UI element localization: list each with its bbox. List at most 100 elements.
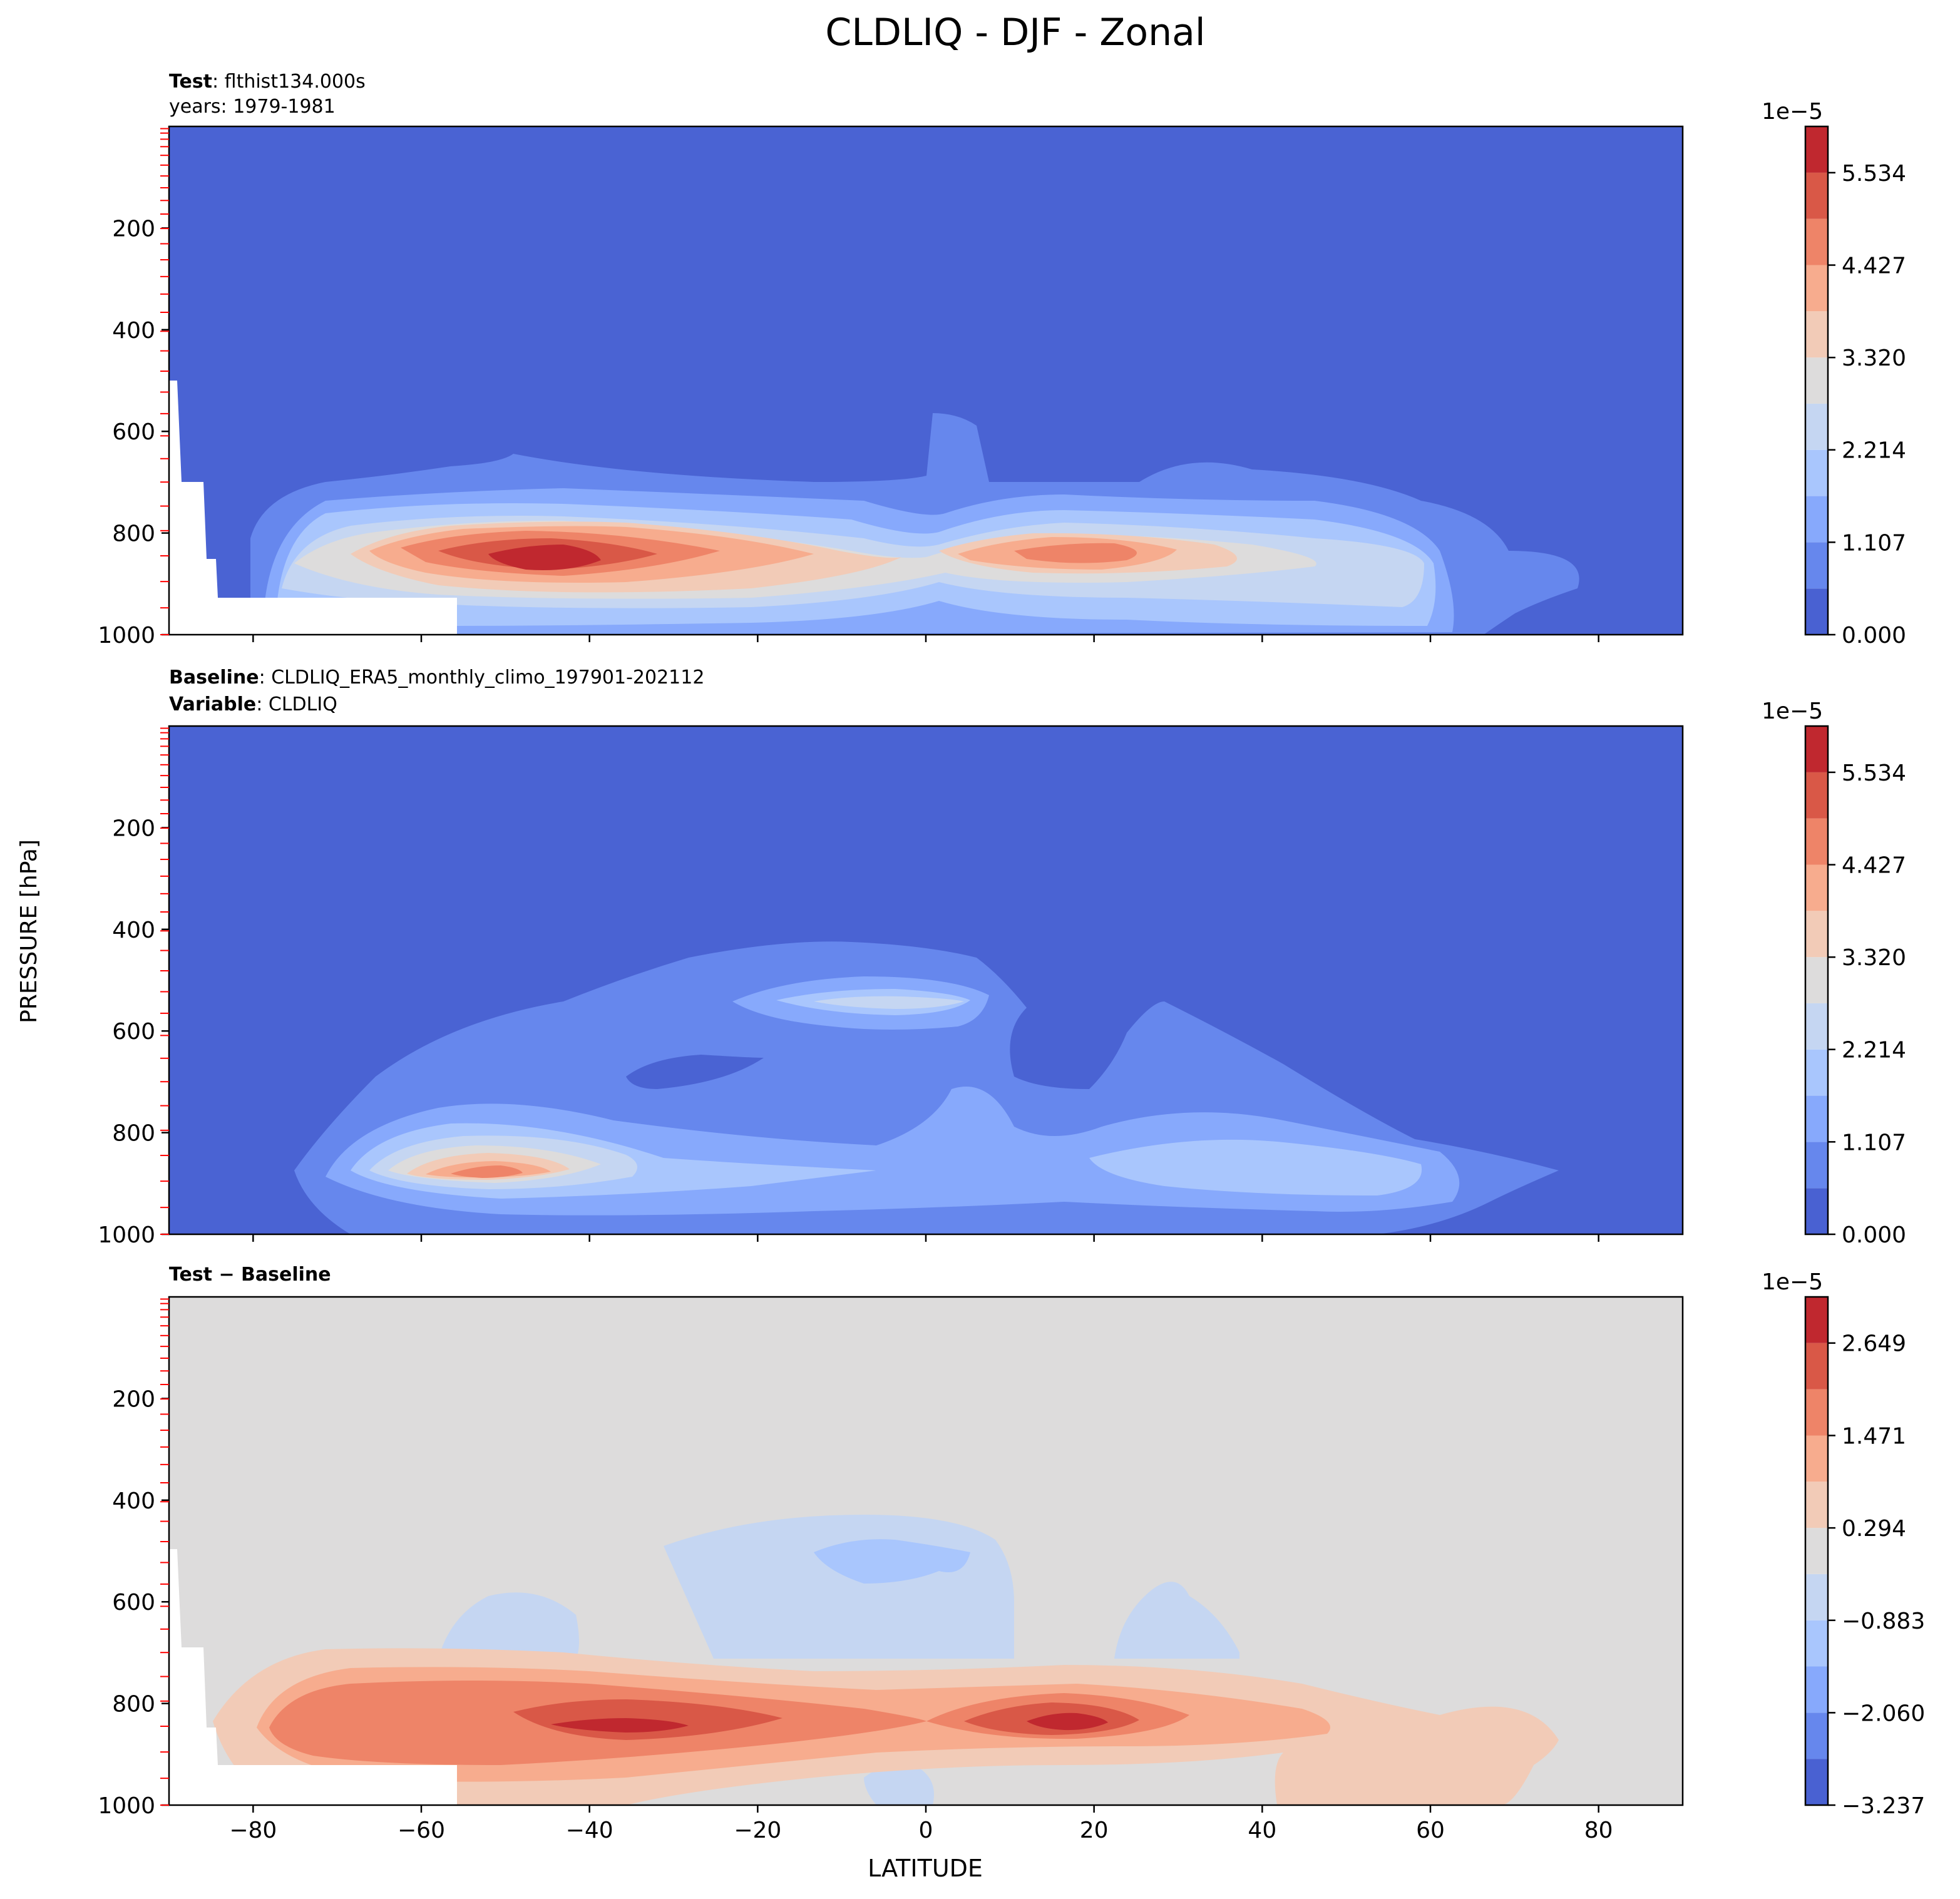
colorbar-band — [1805, 1389, 1828, 1436]
panel-diff-x-axis: −80 −60 −40 −20 0 20 40 60 80 — [229, 1805, 1613, 1843]
x-tick-label: 40 — [1248, 1818, 1276, 1843]
contour-level-4 — [814, 996, 964, 1009]
colorbar-band — [1805, 218, 1828, 265]
panel-test-colorbar: 0.000 1.107 2.214 3.320 4.427 5.534 — [1804, 125, 1906, 648]
contour-level-4 — [438, 1592, 579, 1659]
panel-baseline-colorbar-offset: 1e−5 — [1762, 699, 1823, 724]
colorbar-band — [1805, 726, 1828, 772]
contour-level-4 — [864, 1763, 934, 1805]
y-tick-label: 200 — [112, 1386, 155, 1412]
panel-test: Test: flthist134.000s years: 1979-1981 — [98, 71, 1906, 648]
colorbar-band — [1805, 1759, 1828, 1805]
colorbar-band — [1805, 126, 1828, 173]
contour-level-0 — [626, 1055, 764, 1089]
colorbar-tick-label: 2.649 — [1842, 1331, 1906, 1357]
panel-test-annotation-2: years: 1979-1981 — [169, 96, 336, 118]
panel-diff-colorbar-offset: 1e−5 — [1762, 1269, 1823, 1295]
colorbar-tick-label: 1.471 — [1842, 1424, 1906, 1450]
contour-level-4 — [1114, 1582, 1239, 1659]
masked-region — [169, 381, 457, 635]
y-tick-label: 800 — [112, 1121, 155, 1147]
x-tick-label: −80 — [229, 1818, 277, 1843]
colorbar-band — [1805, 588, 1828, 635]
panel-baseline-annotation-2: Variable: CLDLIQ — [169, 694, 337, 715]
colorbar-tick-label: −3.237 — [1842, 1793, 1925, 1819]
x-tick-label: 80 — [1584, 1818, 1613, 1843]
colorbar-tick-label: 1.107 — [1842, 530, 1906, 556]
colorbar-band — [1805, 265, 1828, 312]
panel-baseline-annotation-1: Baseline: CLDLIQ_ERA5_monthly_climo_1979… — [169, 667, 704, 688]
contour-level-9 — [513, 1699, 1139, 1740]
panel-test-contours — [169, 126, 1683, 635]
colorbar-band — [1805, 449, 1828, 496]
colorbar-band — [1805, 1712, 1828, 1759]
contour-level-8 — [451, 1165, 523, 1178]
panel-baseline-x-axis — [252, 1234, 1599, 1242]
colorbar-band — [1805, 957, 1828, 1003]
y-tick-label: 600 — [112, 1590, 155, 1615]
colorbar-frame — [1804, 1296, 1829, 1806]
y-tick-label: 1000 — [98, 1222, 155, 1248]
colorbar-tick-label: 5.534 — [1842, 161, 1906, 187]
colorbar-band — [1805, 542, 1828, 589]
y-axis-label: PRESSURE [hPa] — [16, 839, 42, 1023]
colorbar-band — [1805, 911, 1828, 958]
colorbar-band — [1805, 1482, 1828, 1528]
y-tick-label: 1000 — [98, 1793, 155, 1819]
x-axis-label: LATITUDE — [868, 1855, 983, 1882]
x-tick-label: −60 — [398, 1818, 445, 1843]
colorbar-band — [1805, 1666, 1828, 1713]
contour-level-10 — [551, 1712, 1108, 1733]
colorbar-tick-label: 0.000 — [1842, 623, 1906, 648]
colorbar-band — [1805, 403, 1828, 450]
colorbar-tick-label: 5.534 — [1842, 760, 1906, 786]
colorbar-band — [1805, 357, 1828, 404]
y-tick-label: 600 — [112, 1019, 155, 1045]
x-tick-label: −40 — [566, 1818, 613, 1843]
colorbar-tick-label: 1.107 — [1842, 1130, 1906, 1155]
colorbar-band — [1805, 1297, 1828, 1343]
colorbar-band — [1805, 1528, 1828, 1574]
contour-level-4 — [664, 1515, 1014, 1659]
panel-test-colorbar-offset: 1e−5 — [1762, 99, 1823, 125]
colorbar-band — [1805, 311, 1828, 358]
colorbar-tick-label: 3.320 — [1842, 945, 1906, 971]
colorbar-tick-label: −2.060 — [1842, 1701, 1925, 1726]
x-tick-label: 20 — [1080, 1818, 1109, 1843]
colorbar-tick-label: 4.427 — [1842, 253, 1906, 279]
figure-title: CLDLIQ - DJF - Zonal — [825, 11, 1205, 54]
colorbar-tick-label: 0.000 — [1842, 1222, 1906, 1248]
y-tick-label: 200 — [112, 216, 155, 242]
contour-level-3 — [351, 1123, 1422, 1199]
colorbar-band — [1805, 1188, 1828, 1234]
y-tick-label: 400 — [112, 1488, 155, 1514]
colorbar-band — [1805, 1095, 1828, 1142]
x-tick-label: 60 — [1416, 1818, 1445, 1843]
colorbar-band — [1805, 1142, 1828, 1189]
colorbar-band — [1805, 1003, 1828, 1050]
colorbar-frame — [1804, 725, 1829, 1236]
colorbar-band — [1805, 1049, 1828, 1096]
colorbar-tick-label: −0.883 — [1842, 1609, 1925, 1634]
colorbar-tick-label: 4.427 — [1842, 853, 1906, 879]
x-tick-label: 0 — [919, 1818, 933, 1843]
colorbar-band — [1805, 1343, 1828, 1390]
y-tick-label: 800 — [112, 521, 155, 547]
colorbar-band — [1805, 818, 1828, 865]
panel-test-x-axis — [252, 635, 1599, 642]
colorbar-band — [1805, 1574, 1828, 1620]
panel-baseline-y-axis: 200 400 600 800 1000 — [98, 727, 169, 1248]
panel-test-annotation-1: Test: flthist134.000s — [169, 71, 366, 93]
y-tick-label: 400 — [112, 318, 155, 344]
colorbar-band — [1805, 1435, 1828, 1482]
panel-baseline-contours — [169, 726, 1683, 1234]
colorbar-tick-label: 0.294 — [1842, 1516, 1906, 1542]
panel-diff-colorbar: −3.237 −2.060 −0.883 0.294 1.471 2.649 — [1804, 1296, 1925, 1819]
colorbar-band — [1805, 864, 1828, 911]
masked-region — [169, 1549, 457, 1805]
contour-level-10 — [488, 545, 601, 570]
x-tick-label: −20 — [734, 1818, 781, 1843]
y-tick-label: 1000 — [98, 623, 155, 648]
